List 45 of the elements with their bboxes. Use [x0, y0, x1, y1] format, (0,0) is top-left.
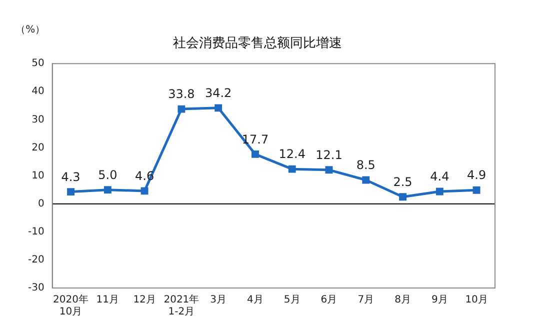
point: [67, 188, 75, 196]
data-label: 8.5: [356, 158, 376, 172]
x-tick-label: 2021年 1-2月: [164, 294, 200, 318]
point: [140, 187, 148, 195]
point: [104, 186, 112, 194]
y-tick-label: -20: [28, 254, 44, 266]
point: [362, 176, 370, 184]
x-tick-label: 3月: [210, 294, 227, 306]
x-tick-label: 12月: [133, 294, 156, 306]
x-tick-label: 9月: [431, 294, 448, 306]
x-tick-label: 10月: [465, 294, 488, 306]
point: [399, 193, 407, 201]
point: [288, 165, 296, 173]
data-label: 12.1: [316, 148, 342, 162]
y-axis-title: （%）: [16, 24, 46, 36]
point: [178, 105, 186, 113]
data-label: 12.4: [278, 147, 306, 162]
x-tick-label: 6月: [320, 294, 338, 306]
point: [472, 186, 480, 194]
x-tick-label: 11月: [96, 294, 120, 306]
y-tick-label: 20: [32, 142, 44, 154]
y-tick-label: 0: [38, 198, 44, 210]
y-tick-label: 30: [32, 114, 44, 126]
data-label: 4.4: [430, 170, 450, 184]
data-label: 4.3: [61, 170, 80, 184]
y-tick-label: 40: [32, 86, 44, 98]
point: [436, 188, 444, 196]
y-tick-label: 10: [32, 170, 44, 182]
data-label: 33.8: [168, 87, 195, 102]
y-tick-label: -30: [28, 282, 44, 294]
data-label: 34.2: [204, 86, 232, 100]
point: [251, 150, 259, 158]
data-label: 2.5: [393, 174, 412, 189]
chart-title: 社会消费品零售总额同比增速: [173, 36, 342, 52]
y-tick-label: -10: [28, 226, 44, 238]
data-label: 5.0: [98, 168, 118, 182]
x-tick-label: 7月: [358, 294, 374, 306]
x-tick-label: 8月: [394, 294, 411, 306]
point: [325, 166, 333, 174]
y-tick-label: 50: [32, 58, 44, 70]
x-tick-label: 5月: [284, 294, 300, 306]
x-tick-label: 4月: [247, 294, 264, 306]
point: [214, 104, 222, 112]
data-label: 4.9: [467, 168, 486, 182]
x-tick-label: 2020年 10月: [53, 294, 89, 318]
